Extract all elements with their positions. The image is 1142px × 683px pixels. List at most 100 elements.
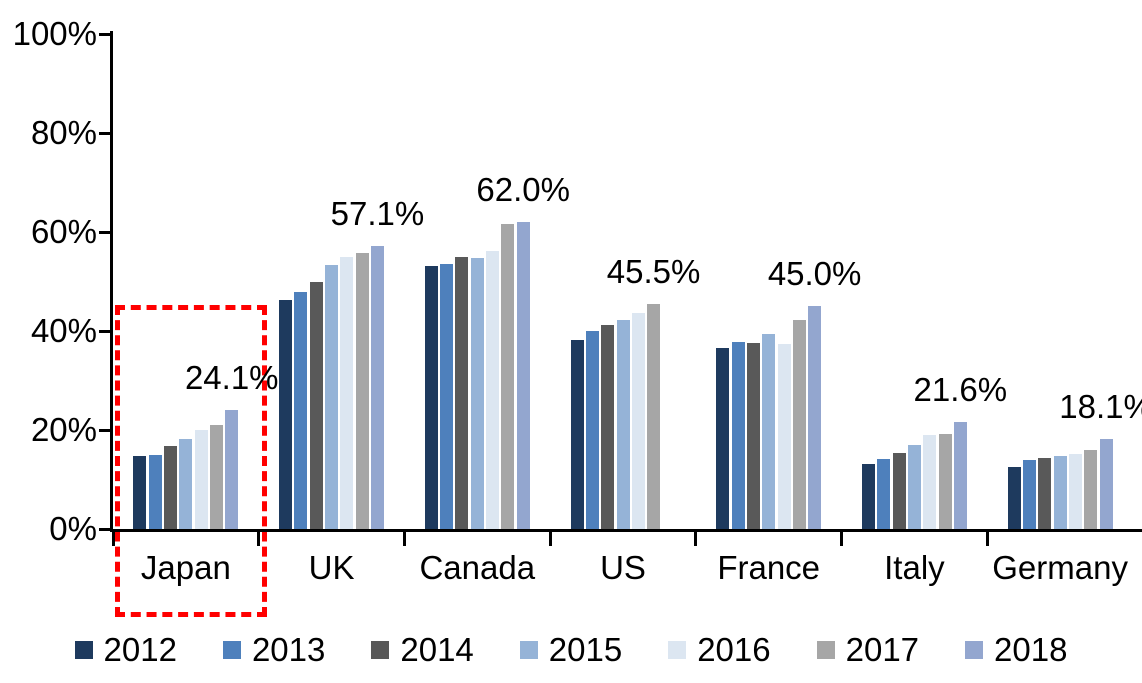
legend-label-2018: 2018 bbox=[994, 631, 1068, 668]
y-tick-mark bbox=[99, 131, 110, 135]
bar-france-2016 bbox=[777, 344, 791, 529]
category-label-italy: Italy bbox=[884, 549, 945, 586]
bar-japan-2013 bbox=[148, 455, 162, 529]
legend-swatch-2018 bbox=[965, 641, 984, 659]
bar-france-2014 bbox=[746, 343, 760, 529]
legend-item-2018: 2018 bbox=[965, 630, 1067, 670]
legend-item-2012: 2012 bbox=[74, 630, 177, 670]
y-tick-label: 60% bbox=[30, 213, 97, 250]
bar-japan-2014 bbox=[164, 446, 178, 529]
bar-us-2015 bbox=[616, 320, 630, 529]
legend-item-2013: 2013 bbox=[222, 630, 326, 670]
bar-japan-2017 bbox=[209, 424, 223, 529]
legend-swatch-2013 bbox=[222, 641, 241, 659]
legend-item-2017: 2017 bbox=[816, 630, 920, 670]
legend-item-2014: 2014 bbox=[371, 630, 474, 670]
bar-canada-2018 bbox=[516, 222, 530, 529]
bar-us-2017 bbox=[647, 303, 661, 529]
y-tick-mark bbox=[99, 329, 110, 333]
bar-uk-2018 bbox=[370, 246, 384, 529]
legend-label-2012: 2012 bbox=[103, 631, 177, 668]
legend-swatch-2015 bbox=[519, 641, 538, 659]
value-label-germany: 18.1% bbox=[1059, 388, 1142, 426]
x-tick-mark bbox=[111, 529, 115, 546]
x-axis-line bbox=[110, 529, 1142, 532]
bar-uk-2015 bbox=[325, 265, 339, 529]
bar-germany-2016 bbox=[1068, 453, 1082, 529]
y-tick-mark bbox=[99, 428, 110, 432]
y-tick-label: 0% bbox=[49, 510, 97, 547]
value-label-us: 45.5% bbox=[606, 252, 701, 290]
legend-swatch-2014 bbox=[371, 641, 390, 659]
bar-italy-2012 bbox=[862, 463, 876, 529]
bar-canada-2016 bbox=[486, 250, 500, 529]
value-label-canada: 62.0% bbox=[476, 171, 570, 209]
bar-france-2018 bbox=[808, 306, 822, 529]
x-tick-mark bbox=[985, 529, 989, 546]
x-tick-mark bbox=[402, 529, 406, 546]
x-tick-mark bbox=[257, 529, 261, 546]
legend-swatch-2017 bbox=[816, 641, 835, 659]
bar-germany-2014 bbox=[1038, 458, 1052, 529]
bar-france-2017 bbox=[792, 319, 806, 529]
bar-uk-2017 bbox=[355, 252, 369, 529]
bar-germany-2015 bbox=[1053, 455, 1067, 529]
x-tick-mark bbox=[548, 529, 552, 546]
y-tick-mark bbox=[99, 527, 110, 531]
highlight-box bbox=[115, 305, 267, 617]
bar-japan-2012 bbox=[133, 455, 147, 529]
bar-us-2012 bbox=[570, 339, 584, 529]
value-label-italy: 21.6% bbox=[913, 371, 1008, 409]
bar-italy-2018 bbox=[953, 422, 967, 529]
bar-france-2015 bbox=[762, 334, 776, 529]
bar-us-2013 bbox=[585, 331, 599, 529]
value-label-japan: 24.1% bbox=[184, 358, 279, 396]
bar-canada-2014 bbox=[455, 256, 469, 529]
category-label-uk: UK bbox=[308, 549, 355, 586]
bar-us-2014 bbox=[601, 325, 615, 529]
legend-item-2016: 2016 bbox=[668, 630, 771, 670]
bar-italy-2015 bbox=[907, 445, 921, 529]
x-tick-mark bbox=[694, 529, 698, 546]
bar-france-2013 bbox=[731, 342, 745, 529]
y-tick-label: 20% bbox=[30, 411, 97, 448]
bar-uk-2013 bbox=[294, 292, 308, 529]
value-label-france: 45.0% bbox=[767, 255, 862, 293]
legend-swatch-2012 bbox=[74, 641, 93, 659]
bar-japan-2018 bbox=[225, 409, 239, 529]
category-label-us: US bbox=[600, 549, 646, 586]
category-label-canada: Canada bbox=[419, 549, 536, 586]
legend-label-2015: 2015 bbox=[548, 631, 623, 668]
bar-uk-2016 bbox=[340, 257, 354, 529]
bar-germany-2012 bbox=[1007, 467, 1021, 529]
legend-swatch-2016 bbox=[668, 641, 687, 659]
category-label-france: France bbox=[717, 549, 821, 586]
legend-label-2016: 2016 bbox=[697, 631, 771, 668]
legend-label-2017: 2017 bbox=[845, 631, 920, 668]
y-tick-mark bbox=[99, 32, 110, 36]
legend: 2012 2013 2014 2015 2016 2017 2018 bbox=[0, 628, 1142, 672]
category-label-japan: Japan bbox=[140, 549, 231, 586]
y-axis-line bbox=[110, 31, 113, 529]
bar-france-2012 bbox=[716, 348, 730, 529]
bar-italy-2017 bbox=[938, 433, 952, 529]
legend-label-2013: 2013 bbox=[251, 631, 326, 668]
bar-canada-2013 bbox=[440, 264, 454, 529]
x-tick-mark bbox=[840, 529, 844, 546]
y-tick-label: 40% bbox=[30, 312, 97, 349]
bar-japan-2016 bbox=[194, 430, 208, 529]
bar-germany-2013 bbox=[1023, 460, 1037, 529]
bar-uk-2014 bbox=[309, 281, 323, 529]
bar-canada-2015 bbox=[470, 258, 484, 529]
legend-label-2014: 2014 bbox=[400, 631, 474, 668]
bar-italy-2013 bbox=[877, 459, 891, 529]
legend-item-2015: 2015 bbox=[519, 630, 623, 670]
category-label-germany: Germany bbox=[992, 549, 1128, 586]
bar-italy-2014 bbox=[892, 453, 906, 529]
bar-germany-2018 bbox=[1099, 439, 1113, 529]
bar-germany-2017 bbox=[1084, 450, 1098, 529]
bar-uk-2012 bbox=[279, 299, 293, 529]
bar-us-2016 bbox=[631, 313, 645, 529]
y-tick-mark bbox=[99, 230, 110, 234]
